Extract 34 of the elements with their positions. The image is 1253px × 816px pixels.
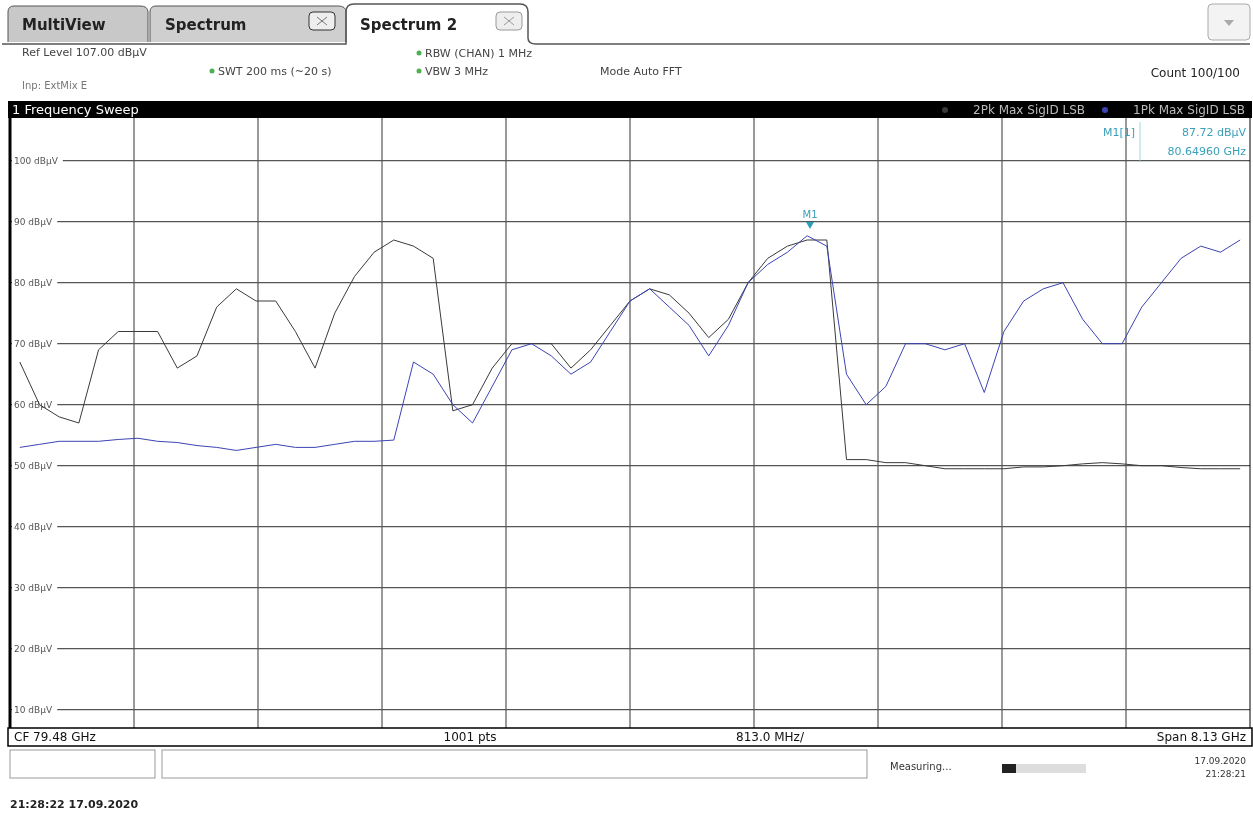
annotation: 87.72 dBµV	[1181, 126, 1247, 139]
text: Span 8.13 GHz	[1156, 730, 1246, 744]
text: Mode Auto FFT	[600, 65, 682, 78]
y-tick-label: 40 dBµV	[14, 521, 53, 532]
text: Inp: ExtMix E	[22, 80, 88, 91]
text: Spectrum	[165, 16, 247, 34]
text: CF 79.48 GHz	[14, 730, 96, 744]
text: Spectrum 2	[360, 16, 458, 34]
text: RBW (CHAN) 1 MHz	[425, 47, 533, 60]
y-tick-label: 10 dBµV	[14, 704, 53, 715]
y-tick-label: 100 dBµV	[14, 155, 59, 166]
text: 21:28:22 17.09.2020	[10, 798, 139, 811]
annotation: 80.64960 GHz	[1167, 145, 1247, 158]
y-tick-label: 70 dBµV	[14, 338, 53, 349]
annotation: M1[1]	[1102, 126, 1135, 139]
y-tick-label: 50 dBµV	[14, 460, 53, 471]
y-tick-label: 80 dBµV	[14, 277, 53, 288]
y-tick-label: 90 dBµV	[14, 216, 53, 227]
annotation: M1	[802, 209, 818, 220]
text: 1001 pts	[443, 730, 497, 744]
text: 813.0 MHz/	[736, 730, 805, 744]
text: Count 100/100	[1150, 66, 1240, 80]
legend-label: 2Pk Max SigID LSB	[973, 103, 1085, 117]
text: MultiView	[22, 16, 106, 34]
text: 17.09.2020	[1194, 756, 1247, 766]
chart-title: 1 Frequency Sweep	[12, 102, 139, 117]
text: SWT 200 ms (~20 s)	[218, 65, 332, 78]
legend-label: 1Pk Max SigID LSB	[1133, 103, 1245, 117]
text: 21:28:21	[1205, 769, 1246, 779]
y-tick-label: 30 dBµV	[14, 582, 53, 593]
text: Measuring...	[890, 761, 952, 772]
text: Ref Level 107.00 dBµV	[22, 46, 148, 59]
y-tick-label: 20 dBµV	[14, 643, 53, 654]
text: VBW 3 MHz	[425, 65, 489, 78]
